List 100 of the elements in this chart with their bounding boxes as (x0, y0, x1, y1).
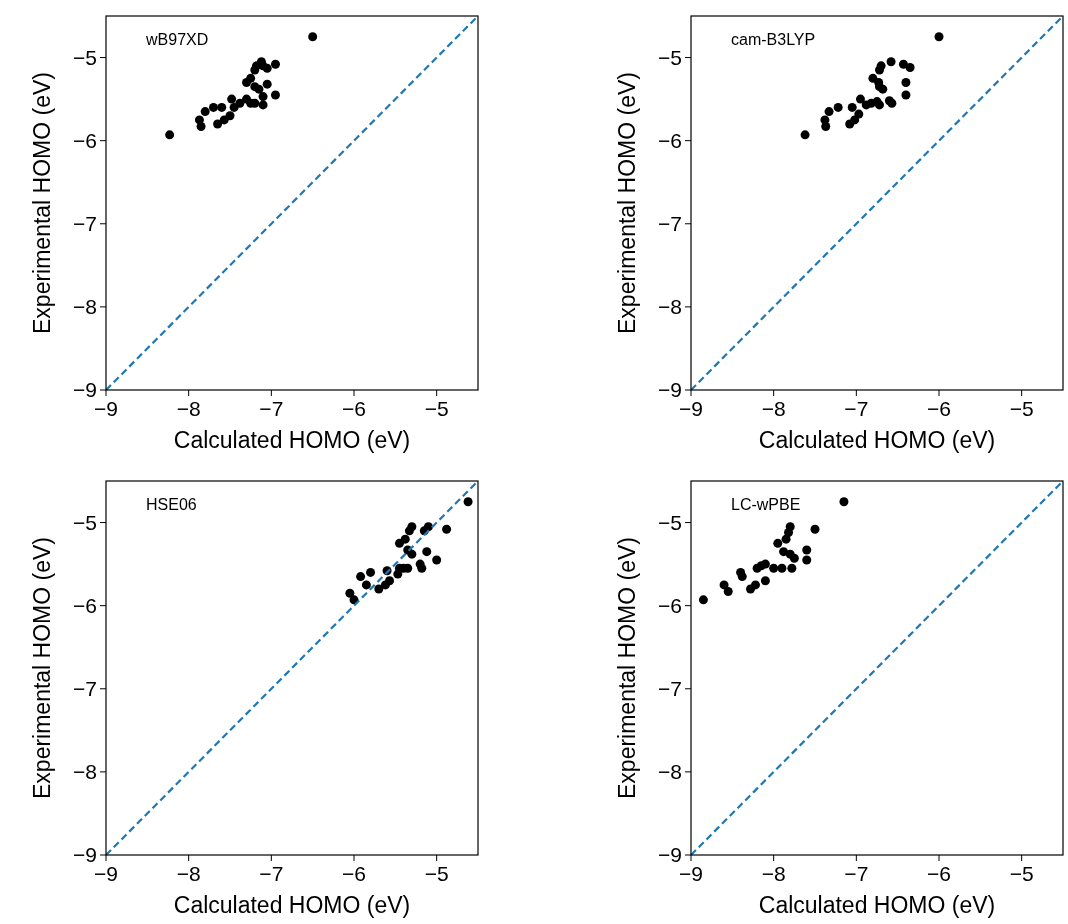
point (345, 588, 355, 598)
point (802, 555, 812, 565)
x-tick-label: −8 (176, 862, 201, 885)
y-tick-label: −8 (658, 760, 682, 784)
point (374, 584, 384, 594)
point (802, 545, 812, 555)
y-axis-title: Experimental HOMO (eV) (29, 536, 55, 800)
x-tick-label: −5 (424, 862, 449, 885)
point (463, 497, 473, 507)
point (901, 77, 911, 87)
point (760, 559, 770, 569)
text: LC-wPBE (731, 496, 801, 513)
point (235, 98, 245, 108)
point (719, 580, 729, 590)
y-axis-title: Experimental HOMO (eV) (29, 71, 55, 335)
point (847, 102, 857, 112)
x-tick-label: −7 (844, 397, 869, 420)
point (824, 107, 834, 117)
x-tick-label: −5 (1009, 397, 1034, 420)
point (760, 576, 770, 586)
point (422, 547, 432, 557)
point (779, 547, 789, 557)
x-tick-label: −9 (94, 397, 118, 420)
point (262, 63, 272, 73)
y-tick-label: −6 (73, 594, 97, 618)
point (773, 538, 783, 548)
point (886, 57, 896, 67)
y-tick-label: −8 (73, 295, 97, 319)
y-tick-label: −6 (73, 129, 97, 153)
point (417, 563, 427, 573)
point (898, 59, 908, 69)
point (213, 119, 223, 129)
y-axis-title: Experimental HOMO (eV) (614, 71, 640, 335)
x-axis-title: Calculated HOMO (eV) (173, 892, 411, 918)
point (165, 130, 175, 140)
point (407, 522, 417, 532)
y-tick-label: −9 (73, 378, 97, 402)
y-tick-label: −5 (73, 45, 97, 69)
point (821, 122, 831, 132)
point (262, 79, 272, 89)
point (785, 522, 795, 532)
x-tick-label: −6 (927, 397, 951, 420)
point (366, 567, 376, 577)
point (432, 555, 442, 565)
x-tick-label: −7 (844, 862, 869, 885)
point (270, 90, 280, 100)
text: HSE06 (146, 496, 197, 513)
point (878, 84, 888, 94)
point (308, 32, 318, 42)
x-axis-title: Calculated HOMO (eV) (758, 892, 996, 918)
point (423, 522, 433, 532)
point (200, 107, 210, 117)
y-tick-label: −8 (658, 295, 682, 319)
y-tick-label: −8 (73, 760, 97, 784)
point (246, 73, 256, 83)
point (769, 563, 779, 573)
x-tick-label: −8 (176, 397, 201, 420)
x-tick-label: −8 (761, 862, 786, 885)
y-tick-label: −6 (658, 129, 682, 153)
point (854, 109, 864, 119)
y-tick-label: −7 (658, 677, 682, 701)
x-tick-label: −8 (761, 397, 786, 420)
x-axis-title: Calculated HOMO (eV) (173, 427, 411, 453)
point (270, 59, 280, 69)
x-tick-label: −6 (342, 397, 366, 420)
point (839, 497, 849, 507)
point (225, 111, 235, 121)
point (723, 587, 733, 597)
point (394, 538, 404, 548)
x-tick-label: −5 (1009, 862, 1034, 885)
point (855, 94, 865, 104)
point (196, 122, 206, 132)
y-tick-label: −7 (73, 677, 97, 701)
point (258, 92, 268, 102)
point (901, 90, 911, 100)
x-axis-title: Calculated HOMO (eV) (758, 427, 996, 453)
point (208, 102, 218, 112)
point (789, 553, 799, 563)
point (905, 63, 915, 73)
point (254, 84, 264, 94)
point (787, 563, 797, 573)
point (217, 102, 227, 112)
y-tick-label: −9 (658, 378, 682, 402)
point (258, 100, 268, 110)
y-axis-title: Experimental HOMO (eV) (614, 536, 640, 800)
point (777, 563, 787, 573)
x-tick-label: −5 (424, 397, 449, 420)
y-tick-label: −9 (658, 843, 682, 867)
text: cam-B3LYP (731, 31, 816, 48)
point (407, 549, 417, 559)
point (385, 576, 395, 586)
point (356, 572, 366, 582)
y-tick-label: −5 (658, 45, 682, 69)
x-tick-label: −7 (259, 397, 284, 420)
point (800, 130, 810, 140)
y-tick-label: −7 (658, 212, 682, 236)
point (750, 580, 760, 590)
point (934, 32, 944, 42)
point (810, 524, 820, 534)
point (442, 524, 452, 534)
